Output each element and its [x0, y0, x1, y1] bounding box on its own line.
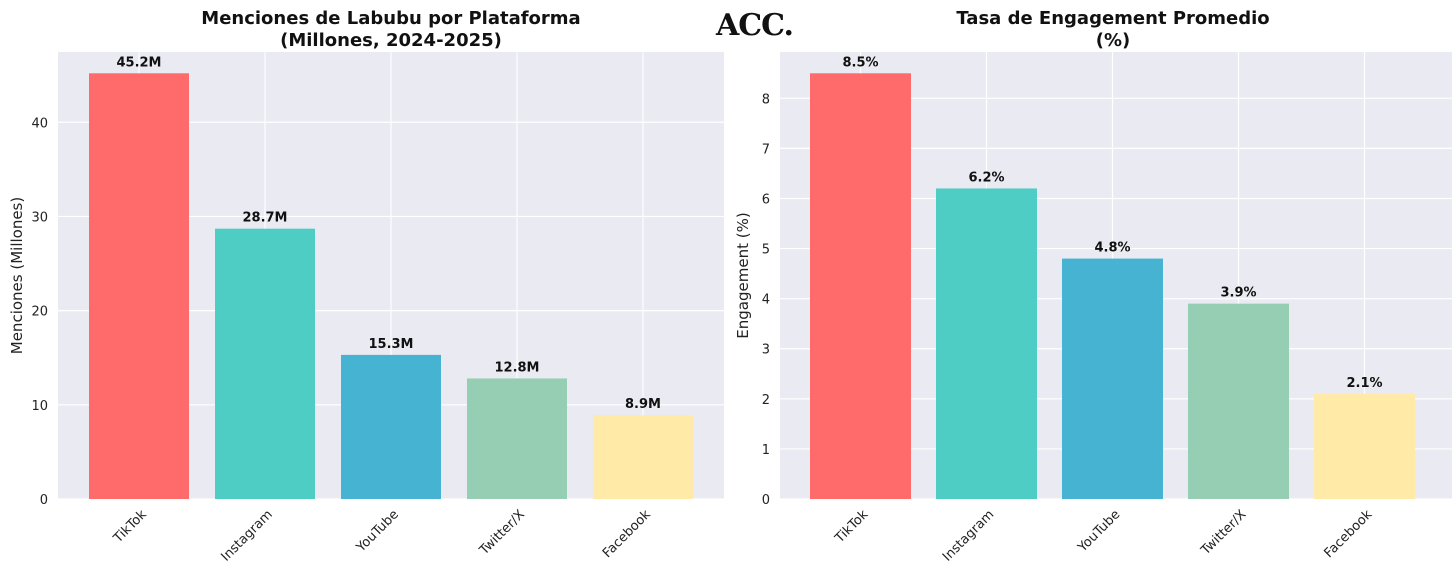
mentions-bar-facebook: [593, 415, 693, 499]
mentions-ylabel: Menciones (Millones): [8, 197, 26, 354]
engagement-value-label: 8.5%: [842, 55, 878, 70]
engagement-bar-chart: 0 1 2 3 4 5 6 7 8 8.5% TikTok 6.2% Instagram 4.8% YouT…: [734, 8, 1452, 565]
engagement-chart-subtitle: (%): [1096, 30, 1131, 51]
mentions-xtick-label: TikTok: [110, 507, 150, 547]
mentions-ytick-label: 10: [31, 399, 48, 414]
mentions-value-label: 28.7M: [242, 211, 287, 226]
engagement-bar-facebook: [1314, 393, 1415, 499]
mentions-ytick-label: 20: [31, 305, 48, 320]
engagement-ylabel: Engagement (%): [734, 212, 752, 338]
engagement-xtick-label: YouTube: [1075, 507, 1124, 556]
mentions-bar-instagram: [215, 228, 315, 500]
mentions-bar-chart: 0 10 20 30 40 45.2M TikTok 28.7M Instagram 15.3M Y…: [8, 8, 724, 565]
engagement-xtick-label: TikTok: [832, 507, 872, 547]
engagement-value-label: 3.9%: [1220, 286, 1256, 301]
mentions-xtick-label: Facebook: [600, 507, 654, 561]
engagement-ytick-label: 1: [762, 443, 770, 458]
engagement-bar-twitterx: [1188, 303, 1289, 499]
engagement-ytick-label: 4: [762, 293, 770, 308]
mentions-value-label: 12.8M: [494, 360, 539, 375]
mentions-chart-subtitle: (Millones, 2024-2025): [280, 30, 502, 51]
engagement-xtick-label: Instagram: [940, 507, 997, 564]
engagement-ytick-label: 7: [762, 142, 770, 157]
engagement-bar-tiktok: [810, 73, 911, 500]
mentions-ytick-label: 0: [40, 493, 48, 508]
mentions-ytick-label: 40: [31, 116, 48, 131]
mentions-bar-youtube: [341, 354, 441, 499]
mentions-value-label: 15.3M: [368, 337, 413, 352]
engagement-bar-youtube: [1062, 258, 1163, 499]
mentions-value-label: 45.2M: [116, 55, 161, 70]
mentions-xtick-label: YouTube: [353, 507, 402, 556]
mentions-xtick-label: Twitter/X: [476, 507, 528, 559]
mentions-chart-title: Menciones de Labubu por Plataforma: [201, 8, 580, 29]
engagement-ytick-label: 5: [762, 243, 770, 258]
engagement-xtick-label: Facebook: [1322, 507, 1376, 561]
engagement-value-label: 2.1%: [1346, 376, 1382, 391]
engagement-ytick-label: 6: [762, 192, 770, 207]
engagement-value-label: 6.2%: [968, 170, 1004, 185]
engagement-ytick-label: 8: [762, 92, 770, 107]
engagement-xtick-label: Twitter/X: [1198, 507, 1250, 559]
engagement-chart-title: Tasa de Engagement Promedio: [956, 8, 1269, 29]
mentions-bar-tiktok: [89, 73, 189, 500]
mentions-xtick-label: Instagram: [218, 507, 275, 564]
mentions-bar-twitterx: [467, 378, 567, 499]
engagement-ytick-label: 2: [762, 393, 770, 408]
logo: ACC.: [716, 8, 794, 43]
engagement-bar-instagram: [936, 188, 1037, 499]
engagement-ytick-label: 3: [762, 343, 770, 358]
mentions-ytick-label: 30: [31, 210, 48, 225]
mentions-value-label: 8.9M: [625, 397, 661, 412]
engagement-ytick-label: 0: [762, 493, 770, 508]
engagement-value-label: 4.8%: [1094, 241, 1130, 256]
